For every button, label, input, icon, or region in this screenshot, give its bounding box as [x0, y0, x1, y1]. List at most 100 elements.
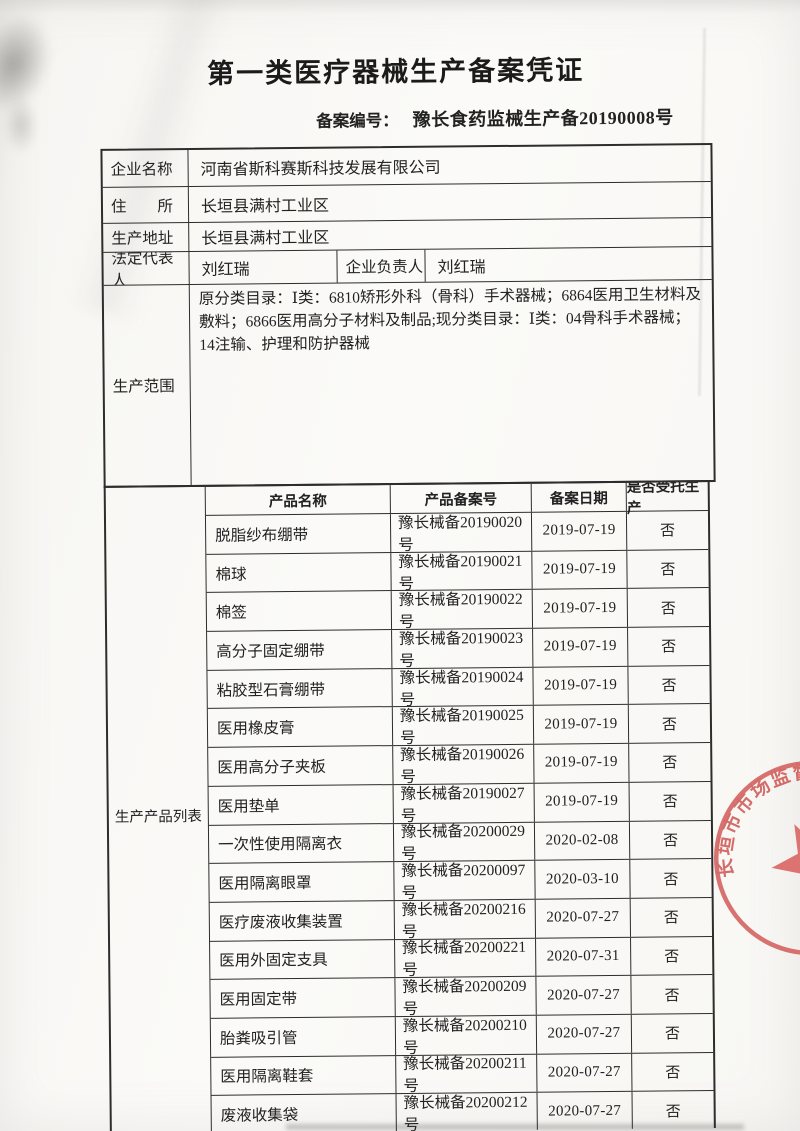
product-row: 医用高分子夹板 豫长械备20190026号 2019-07-19 否 [208, 743, 711, 787]
product-name-cell: 医用垫单 [208, 784, 394, 825]
info-row-company-name: 企业名称 河南省斯科赛斯科技发展有限公司 [102, 145, 711, 188]
product-record-no-cell: 豫长械备20200211号 [396, 1054, 538, 1094]
product-name-cell: 医用隔离鞋套 [211, 1055, 397, 1096]
product-name-cell: 棉球 [206, 552, 392, 593]
product-name-cell: 医用高分子夹板 [208, 746, 394, 786]
record-date-cell: 2020-07-27 [537, 1053, 633, 1093]
record-date-cell: 2020-02-08 [534, 821, 631, 860]
product-record-no-cell: 豫长械备20200212号 [396, 1093, 538, 1131]
document-title: 第一类医疗器械生产备案凭证 [207, 55, 585, 89]
product-table-side-cell: 生产产品列表 [105, 486, 212, 1131]
product-name-cell: 医用固定带 [210, 978, 396, 1018]
product-record-no-cell: 豫长械备20190027号 [393, 783, 535, 823]
record-date-cell: 2020-07-27 [536, 1014, 633, 1054]
product-row: 医疗废液收集装置 豫长械备20200216号 2020-07-27 否 [209, 897, 713, 942]
consigned-production-cell: 否 [664, 1026, 681, 1043]
record-date-cell: 2019-07-19 [531, 511, 628, 551]
product-list-table: 生产产品列表 产品名称 产品备案号 备案日期 是否受托生产 脱脂纱布绷带 豫长械… [103, 480, 716, 1131]
info-label: 企业名称 [102, 150, 189, 187]
product-row: 一次性使用隔离衣 豫长械备20200029号 2020-02-08 否 [208, 820, 712, 865]
info-row-production-scope: 生产范围 原分类目录：Ⅰ类：6810矫形外科（骨科）手术器械；6864医用卫生材… [103, 280, 714, 486]
product-rows: 脱脂纱布绷带 豫长械备20190020号 2019-07-19 否 棉球 豫长械… [205, 511, 714, 1131]
stamp-circle [714, 760, 800, 956]
consigned-production-cell: 否 [660, 523, 676, 540]
info-label: 生产范围 [103, 285, 192, 486]
product-row: 医用隔离眼罩 豫长械备20200097号 2020-03-10 否 [209, 859, 712, 903]
info-label: 生产地址 [103, 223, 190, 252]
product-record-no-cell: 豫长械备20190022号 [391, 590, 534, 630]
record-date-cell: 2020-07-27 [537, 1092, 633, 1131]
product-row: 粘胶型石膏绷带 豫长械备20190024号 2019-07-19 否 [207, 665, 710, 710]
product-name-cell: 棉签 [206, 591, 393, 631]
filing-number-value: 豫长食药监械生产备20190008号 [412, 107, 674, 130]
record-date-cell: 2020-07-27 [535, 898, 632, 938]
company-info-table: 企业名称 河南省斯科赛斯科技发展有限公司 住 所 长垣县满村工业区 生产地址 长… [100, 142, 716, 488]
record-date-cell: 2019-07-19 [533, 627, 629, 667]
record-date-cell: 2019-07-19 [534, 782, 630, 822]
consigned-production-cell: 否 [665, 1103, 681, 1121]
product-name-cell: 废液收集袋 [211, 1094, 397, 1131]
product-row: 高分子固定绷带 豫长械备20190023号 2019-07-19 否 [207, 627, 710, 671]
product-name-cell: 脱脂纱布绷带 [205, 514, 392, 554]
product-name-cell: 医用外固定支具 [210, 939, 396, 980]
consigned-production-cell: 否 [660, 562, 676, 579]
product-record-no-cell: 豫长械备20200209号 [395, 976, 537, 1017]
filing-number-line: 备案编号： 豫长食药监械生产备20190008号 [316, 103, 674, 132]
product-record-no-cell: 豫长械备20200029号 [393, 822, 536, 862]
consigned-production-cell: 否 [661, 678, 677, 695]
header-product-name: 产品名称 [205, 485, 391, 515]
record-date-cell: 2020-07-31 [536, 937, 632, 976]
record-date-cell: 2020-07-27 [536, 976, 632, 1015]
product-record-no-cell: 豫长械备20200097号 [394, 860, 536, 900]
product-name-cell: 胎粪吸引管 [210, 1017, 397, 1057]
product-table-main: 产品名称 产品备案号 备案日期 是否受托生产 脱脂纱布绷带 豫长械备201900… [205, 480, 714, 1131]
header-consigned: 是否受托生产 [626, 480, 700, 517]
product-row: 医用橡皮膏 豫长械备20190025号 2019-07-19 否 [207, 704, 711, 748]
info-value: 长垣县满村工业区 [200, 197, 330, 216]
product-name-cell: 高分子固定绷带 [207, 630, 393, 670]
production-scope-text: 原分类目录：Ⅰ类：6810矫形外科（骨科）手术器械；6864医用卫生材料及敷料；… [198, 286, 702, 354]
product-record-no-cell: 豫长械备20190025号 [392, 706, 535, 746]
record-date-cell: 2019-07-19 [533, 666, 629, 706]
stamp-star [771, 824, 800, 904]
info-value: 刘红瑞 [189, 250, 338, 285]
info-row-address: 住 所 长垣县满村工业区 [102, 182, 712, 224]
product-row: 棉签 豫长械备20190022号 2019-07-19 否 [206, 588, 710, 632]
product-record-no-cell: 豫长械备20190020号 [390, 512, 533, 552]
info-label: 法定代表人 [103, 252, 190, 285]
product-record-no-cell: 豫长械备20200216号 [394, 899, 537, 939]
info-label: 企业负责人 [337, 249, 426, 283]
official-stamp: 长垣市市场监督管理局 41072 [683, 732, 800, 956]
consigned-production-cell: 否 [660, 601, 676, 618]
filing-number-label: 备案编号： [316, 110, 399, 131]
product-row: 医用隔离鞋套 豫长械备20200211号 2020-07-27 否 [211, 1052, 714, 1097]
product-name-cell: 一次性使用隔离衣 [208, 823, 395, 864]
header-record-date: 备案日期 [531, 482, 627, 512]
info-label: 住 所 [102, 187, 190, 223]
record-date-cell: 2020-03-10 [535, 859, 631, 899]
product-record-no-cell: 豫长械备20190026号 [393, 744, 535, 784]
product-record-no-cell: 豫长械备20190024号 [392, 667, 534, 707]
product-record-no-cell: 豫长械备20190021号 [391, 551, 533, 591]
product-record-no-cell: 豫长械备20190023号 [392, 628, 534, 668]
record-date-cell: 2019-07-19 [534, 743, 630, 783]
product-table-side-label: 生产产品列表 [114, 808, 202, 826]
info-value: 刘红瑞 [437, 259, 486, 277]
product-row: 脱脂纱布绷带 豫长械备20190020号 2019-07-19 否 [205, 511, 709, 555]
consigned-production-cell: 否 [665, 1065, 681, 1082]
product-name-cell: 医用橡皮膏 [207, 707, 394, 747]
record-date-cell: 2019-07-19 [532, 550, 628, 590]
record-date-cell: 2019-07-19 [532, 589, 629, 628]
product-row: 废液收集袋 豫长械备20200212号 2020-07-27 否 [211, 1091, 714, 1131]
product-name-cell: 医用隔离眼罩 [209, 862, 395, 902]
product-row: 医用外固定支具 豫长械备20200221号 2020-07-31 否 [210, 936, 713, 981]
consigned-production-cell: 否 [661, 639, 677, 656]
record-date-cell: 2019-07-19 [533, 705, 630, 744]
product-row: 医用固定带 豫长械备20200209号 2020-07-27 否 [210, 975, 713, 1019]
info-value: 河南省斯科赛斯科技发展有限公司 [200, 159, 441, 179]
product-record-no-cell: 豫长械备20200221号 [395, 938, 537, 978]
product-row: 棉球 豫长械备20190021号 2019-07-19 否 [206, 549, 709, 594]
product-record-no-cell: 豫长械备20200210号 [395, 1015, 538, 1055]
